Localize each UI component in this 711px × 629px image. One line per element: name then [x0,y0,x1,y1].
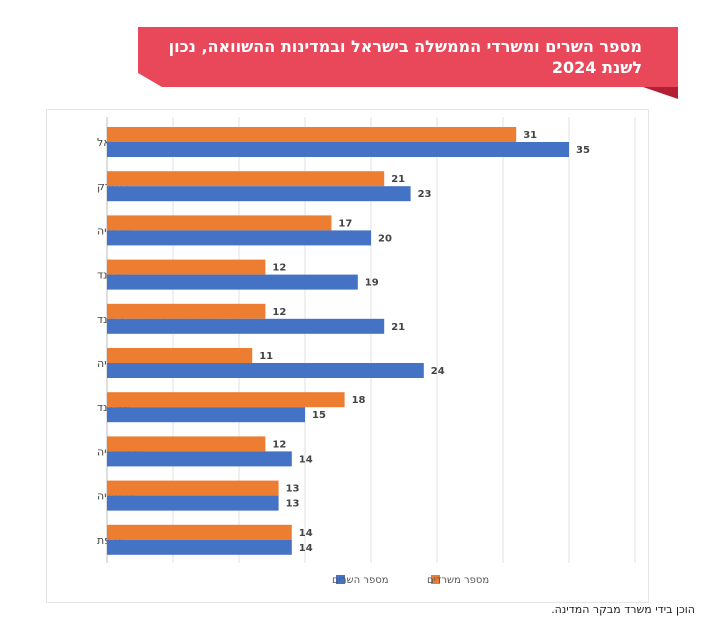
bar [107,259,266,275]
data-label: 17 [338,218,352,229]
bar [107,318,385,334]
title-banner: מספר השרים ומשרדי הממשלה בישראל ובמדינות… [138,27,678,99]
data-label: 12 [272,439,286,450]
bar [107,539,292,555]
data-label: 31 [523,130,537,141]
bar [107,451,292,467]
banner-shape [138,27,678,99]
data-label: 12 [272,307,286,318]
bar [107,363,424,378]
data-label: 15 [312,410,326,421]
chart-title: מספר השרים ומשרדי הממשלה בישראל ובמדינות… [168,37,642,77]
legend-swatch [336,575,345,584]
bar [107,348,253,363]
data-label: 14 [299,454,313,465]
bar [107,436,266,452]
data-label: 18 [352,395,366,406]
bar [107,230,371,246]
legend-label: מספר משרדים [427,575,489,586]
bar [107,186,411,202]
bar [107,392,345,408]
data-label: 24 [431,366,445,377]
data-label: 12 [272,263,286,274]
data-label: 21 [391,322,405,333]
banner-fold [643,87,678,99]
data-label: 14 [299,528,313,539]
banner-ribbon [138,27,678,87]
data-label: 20 [378,233,392,244]
bar [107,480,279,496]
bar [107,171,385,187]
bar [107,215,332,231]
data-label: 21 [391,174,405,185]
bar [107,524,292,540]
data-label: 14 [299,543,313,554]
legend-swatch [431,575,440,584]
data-label: 19 [365,278,379,289]
bar [107,127,517,142]
source-note: הוכן בידי משרד מבקר המדינה. [551,603,695,616]
bar [107,303,266,319]
data-label: 35 [576,145,590,156]
bar [107,407,305,423]
bar [107,495,279,511]
bar [107,274,358,290]
data-label: 13 [286,499,300,510]
bar [107,142,569,157]
legend-label: מספר השרים [332,575,388,586]
bar-chart: // זירת החדשות //ישראל3135דנמרק2123נורוו… [97,117,636,586]
data-label: 23 [418,189,432,200]
data-label: 11 [259,351,273,362]
chart-area: // זירת החדשות //ישראל3135דנמרק2123נורוו… [46,109,649,603]
data-label: 13 [286,484,300,495]
